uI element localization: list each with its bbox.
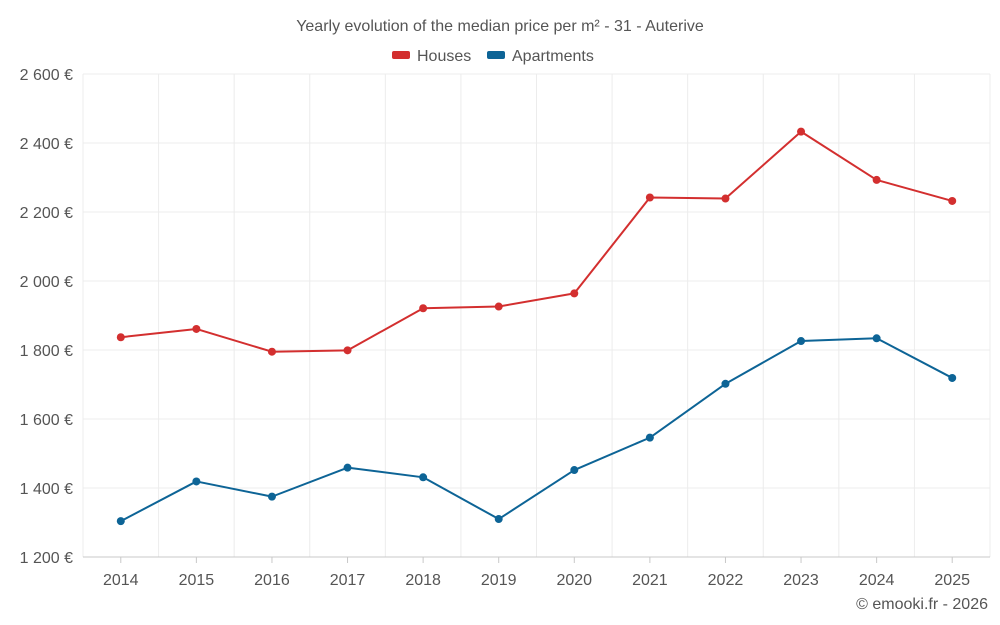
- y-tick-label: 2 200 €: [20, 205, 73, 222]
- data-point-houses[interactable]: [192, 324, 201, 333]
- series-line-apartments: [120, 337, 953, 523]
- data-point-houses[interactable]: [872, 175, 881, 184]
- y-tick-label: 2 400 €: [20, 136, 73, 153]
- data-point-houses[interactable]: [267, 347, 276, 356]
- x-tick-label: 2021: [632, 572, 668, 589]
- data-point-houses[interactable]: [948, 196, 957, 205]
- x-tick-label: 2025: [934, 572, 970, 589]
- x-axis: 2014 2015 2016 2017 2018 2019 2020 2021 2022 2023…: [83, 556, 990, 589]
- series-apartments: [116, 334, 957, 526]
- series-line-houses: [120, 130, 953, 353]
- data-point-houses[interactable]: [494, 302, 503, 311]
- data-point-houses[interactable]: [721, 194, 730, 203]
- x-tick-label: 2016: [254, 572, 290, 589]
- grid: [82, 73, 991, 557]
- chart-title: Yearly evolution of the median price per…: [296, 18, 704, 35]
- x-tick-label: 2015: [179, 572, 215, 589]
- x-tick-label: 2022: [708, 572, 744, 589]
- data-point-houses[interactable]: [570, 289, 579, 298]
- legend: Houses Apartments: [392, 48, 594, 65]
- y-tick-label: 1 200 €: [20, 550, 73, 567]
- y-tick-label: 2 000 €: [20, 274, 73, 291]
- series-houses: [116, 127, 957, 356]
- data-point-apartments[interactable]: [116, 517, 125, 526]
- x-tick-label: 2018: [405, 572, 441, 589]
- series-layer: [116, 127, 957, 526]
- data-point-apartments[interactable]: [645, 433, 654, 442]
- data-point-apartments[interactable]: [872, 334, 881, 343]
- legend-label-houses[interactable]: Houses: [417, 48, 471, 65]
- data-point-apartments[interactable]: [267, 492, 276, 501]
- x-tick-label: 2020: [556, 572, 592, 589]
- y-tick-label: 1 400 €: [20, 481, 73, 498]
- data-point-apartments[interactable]: [948, 373, 957, 382]
- data-point-apartments[interactable]: [343, 463, 352, 472]
- x-tick-label: 2019: [481, 572, 517, 589]
- data-point-houses[interactable]: [419, 304, 428, 313]
- data-point-apartments[interactable]: [494, 515, 503, 524]
- data-point-houses[interactable]: [343, 346, 352, 355]
- data-point-apartments[interactable]: [570, 466, 579, 475]
- data-point-apartments[interactable]: [419, 473, 428, 482]
- x-tick-label: 2014: [103, 572, 139, 589]
- data-point-apartments[interactable]: [721, 379, 730, 388]
- legend-label-apartments[interactable]: Apartments: [512, 48, 594, 65]
- data-point-houses[interactable]: [797, 127, 806, 136]
- x-tick-label: 2023: [783, 572, 819, 589]
- y-axis: 1 200 € 1 400 € 1 600 € 1 800 € 2 000 € 2 200…: [20, 67, 73, 567]
- credit-text: © emooki.fr - 2026: [856, 596, 988, 613]
- legend-swatch-houses: [392, 51, 410, 59]
- x-tick-label: 2024: [859, 572, 895, 589]
- data-point-houses[interactable]: [116, 333, 125, 342]
- data-point-apartments[interactable]: [797, 337, 806, 346]
- y-tick-label: 1 800 €: [20, 343, 73, 360]
- data-point-apartments[interactable]: [192, 477, 201, 486]
- x-tick-label: 2017: [330, 572, 366, 589]
- legend-swatch-apartments: [487, 51, 505, 59]
- y-tick-label: 1 600 €: [20, 412, 73, 429]
- data-point-houses[interactable]: [645, 193, 654, 202]
- y-tick-label: 2 600 €: [20, 67, 73, 84]
